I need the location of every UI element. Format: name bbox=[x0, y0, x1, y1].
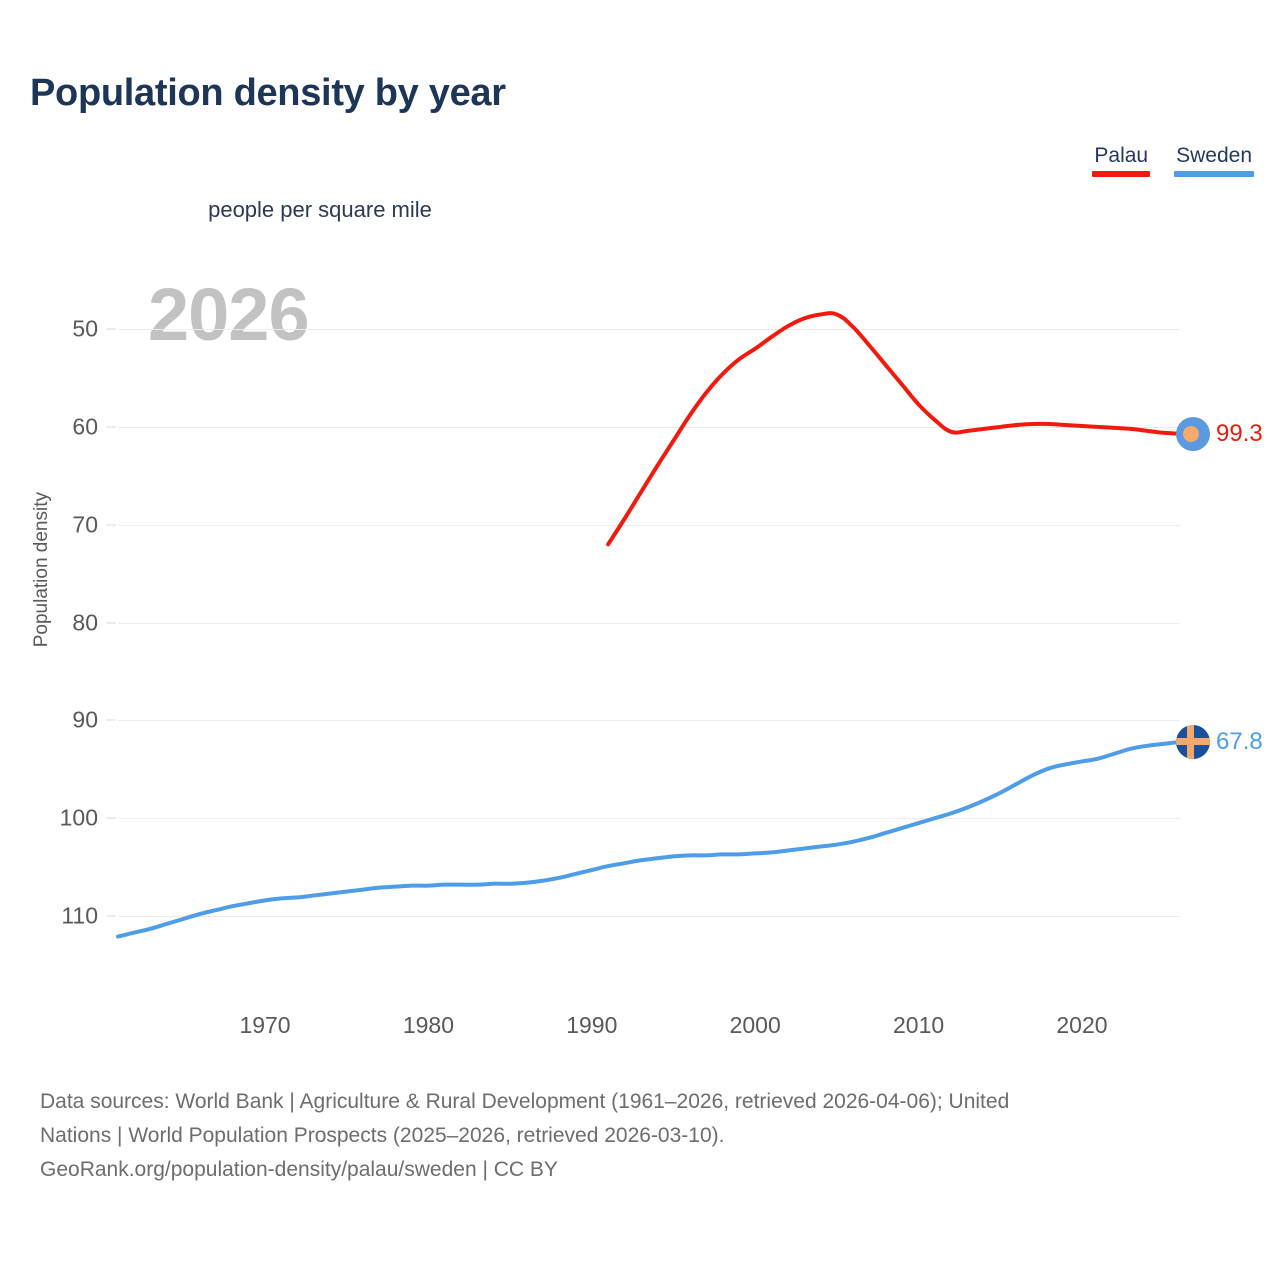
year-watermark: 2026 bbox=[148, 273, 310, 356]
gridline bbox=[118, 524, 1180, 526]
legend-swatch-sweden bbox=[1174, 171, 1254, 178]
palau-flag-icon bbox=[1176, 416, 1210, 451]
gridline bbox=[118, 329, 1180, 331]
end-marker-palau[interactable]: 99.3 bbox=[1176, 416, 1263, 451]
footer-line-1: Data sources: World Bank | Agriculture &… bbox=[40, 1090, 1010, 1113]
chart-subtitle: people per square mile bbox=[0, 197, 1280, 223]
y-tick-label: 110 bbox=[61, 902, 98, 929]
y-tick-dash bbox=[106, 719, 116, 721]
x-tick-label: 2000 bbox=[729, 1012, 781, 1038]
page-title: Population density by year bbox=[30, 72, 506, 114]
x-tick-label: 1980 bbox=[402, 1012, 454, 1038]
legend-label-palau: Palau bbox=[1094, 144, 1149, 167]
footer: Data sources: World Bank | Agriculture &… bbox=[40, 1085, 1255, 1187]
y-tick-dash bbox=[106, 622, 116, 624]
sweden-flag-icon bbox=[1176, 724, 1210, 759]
legend-item-palau[interactable]: Palau bbox=[1092, 144, 1151, 178]
y-tick-dash bbox=[106, 524, 116, 526]
x-tick-label: 2020 bbox=[1056, 1012, 1108, 1038]
gridline bbox=[118, 915, 1180, 917]
y-tick-label: 80 bbox=[72, 609, 98, 636]
end-value-palau: 99.3 bbox=[1216, 419, 1263, 447]
x-tick-label: 1970 bbox=[239, 1012, 291, 1038]
gridline bbox=[118, 622, 1180, 624]
chart-subtitle-text: people per square mile bbox=[208, 197, 432, 222]
legend-label-sweden: Sweden bbox=[1176, 144, 1252, 167]
series-line-palau bbox=[606, 311, 1182, 547]
y-tick-label: 50 bbox=[72, 315, 98, 342]
gridline bbox=[118, 818, 1180, 820]
footer-line-2: Nations | World Population Prospects (20… bbox=[40, 1124, 725, 1148]
y-tick-dash bbox=[106, 915, 116, 917]
y-tick-label: 100 bbox=[59, 804, 98, 831]
gridline bbox=[118, 426, 1180, 428]
series-line-sweden bbox=[116, 739, 1182, 939]
gridline bbox=[118, 720, 1180, 722]
y-tick-dash bbox=[106, 817, 116, 819]
y-tick-dash bbox=[106, 328, 116, 330]
y-tick-label: 60 bbox=[72, 413, 98, 440]
y-tick-dash bbox=[106, 426, 116, 428]
footer-line-3: GeoRank.org/population-density/palau/swe… bbox=[40, 1158, 558, 1182]
x-tick-label: 2010 bbox=[892, 1012, 945, 1038]
legend-swatch-palau bbox=[1092, 171, 1151, 178]
x-tick-label: 1990 bbox=[566, 1012, 618, 1038]
y-tick-label: 70 bbox=[72, 511, 98, 538]
legend: Palau Sweden bbox=[1092, 144, 1254, 178]
end-marker-sweden[interactable]: 67.8 bbox=[1176, 724, 1263, 759]
legend-item-sweden[interactable]: Sweden bbox=[1174, 144, 1254, 178]
end-value-sweden: 67.8 bbox=[1216, 727, 1263, 755]
y-tick-label: 90 bbox=[72, 706, 98, 733]
